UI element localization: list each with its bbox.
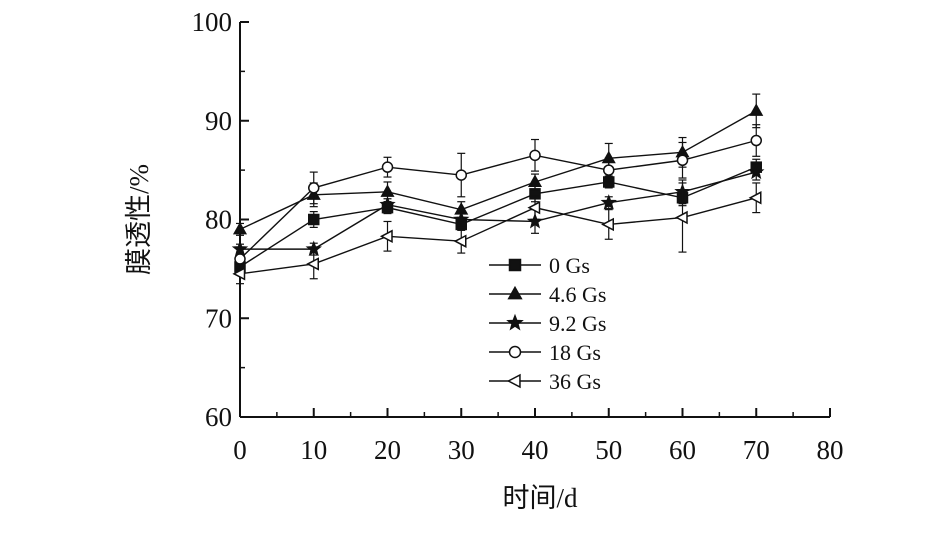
legend-marker xyxy=(508,258,522,272)
y-axis-title: 膜透性/% xyxy=(124,164,154,275)
x-tick-label: 10 xyxy=(300,435,327,465)
x-tick-label: 60 xyxy=(669,435,696,465)
legend-label: 9.2 Gs xyxy=(549,311,606,336)
data-point xyxy=(308,213,320,226)
data-point xyxy=(306,257,319,271)
data-point xyxy=(379,196,396,212)
series-36Gs xyxy=(232,182,762,285)
series-line xyxy=(239,197,757,275)
data-point xyxy=(527,174,543,187)
legend-entry: 18 Gs xyxy=(489,340,601,365)
data-point xyxy=(379,229,393,244)
data-point xyxy=(381,161,394,173)
y-tick-label: 60 xyxy=(205,402,232,432)
series-line xyxy=(239,110,757,231)
y-tick-label: 100 xyxy=(192,7,233,37)
data-point xyxy=(455,169,467,181)
data-point xyxy=(527,200,541,215)
data-point xyxy=(603,164,615,176)
legend: 0 Gs 4.6 Gs 9.2 Gs 18 Gs 36 Gs xyxy=(489,253,606,394)
data-point xyxy=(308,182,320,194)
legend-marker xyxy=(507,285,523,300)
data-point xyxy=(749,103,764,116)
legend-entry: 4.6 Gs xyxy=(489,282,606,307)
data-point xyxy=(232,267,246,281)
x-tick-label: 40 xyxy=(522,435,549,465)
data-point xyxy=(234,253,246,265)
data-point xyxy=(529,149,541,162)
data-point xyxy=(601,217,614,232)
y-tick-label: 90 xyxy=(205,106,232,136)
data-point xyxy=(453,234,467,248)
data-point xyxy=(526,212,544,229)
x-tick-label: 20 xyxy=(374,435,401,465)
data-point xyxy=(232,221,248,235)
data-point xyxy=(600,194,617,210)
series-line xyxy=(240,171,757,250)
legend-entry: 36 Gs xyxy=(489,369,601,394)
data-point xyxy=(750,134,762,147)
legend-marker xyxy=(506,313,524,331)
series-layer xyxy=(231,93,765,285)
data-point xyxy=(453,210,470,227)
legend-label: 4.6 Gs xyxy=(549,282,606,307)
x-axis-title: 时间/d xyxy=(502,483,578,513)
series-line xyxy=(239,139,757,260)
legend-label: 18 Gs xyxy=(549,340,601,365)
series-9_2Gs xyxy=(231,163,765,257)
x-tick-label: 30 xyxy=(448,435,475,465)
legend-label: 36 Gs xyxy=(549,369,601,394)
x-tick-label: 80 xyxy=(817,435,844,465)
data-point xyxy=(676,154,689,166)
series-line xyxy=(239,166,757,268)
series-18Gs xyxy=(234,124,762,270)
y-tick-label: 80 xyxy=(205,205,232,235)
axes: 0 10 20 30 40 50 60 70 80 60 70 80 90 100 xyxy=(192,7,844,465)
x-tick-label: 50 xyxy=(595,435,622,465)
legend-marker xyxy=(506,373,521,389)
legend-entry: 0 Gs xyxy=(489,253,590,278)
y-tick-label: 70 xyxy=(205,303,232,333)
legend-entry: 9.2 Gs xyxy=(489,311,606,336)
x-tick-label: 70 xyxy=(743,435,770,465)
legend-label: 0 Gs xyxy=(549,253,590,278)
x-tick-label: 0 xyxy=(233,435,247,465)
data-point xyxy=(380,184,395,197)
data-point xyxy=(674,210,688,225)
data-point xyxy=(748,191,762,205)
data-point xyxy=(748,163,765,180)
legend-marker xyxy=(508,345,522,359)
